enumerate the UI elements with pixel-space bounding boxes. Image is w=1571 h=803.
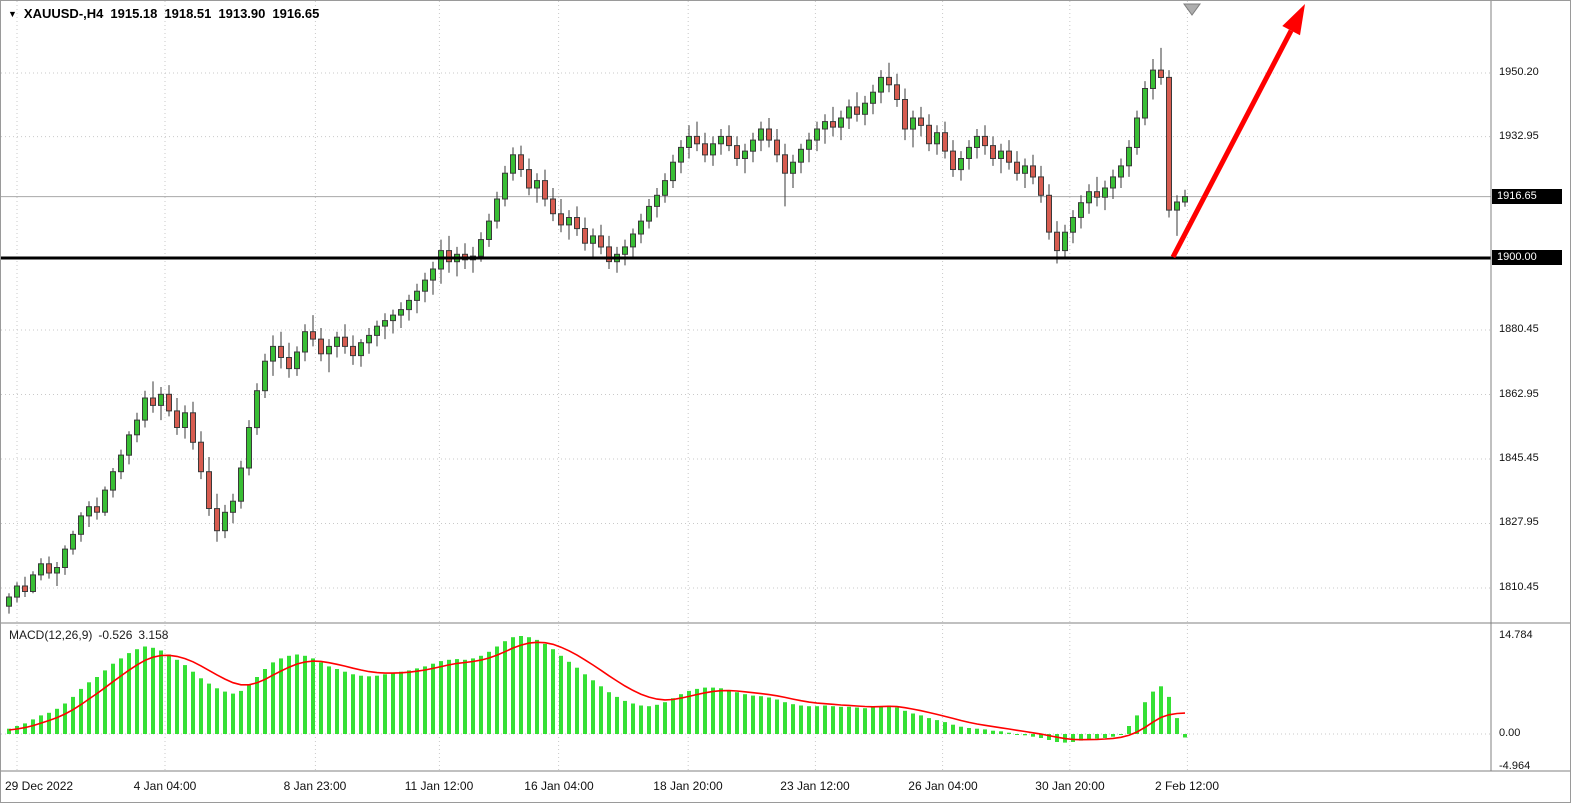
time-axis-label: 11 Jan 12:00	[404, 779, 474, 793]
macd-axis-label: -4.964	[1499, 760, 1531, 772]
time-axis-label: 29 Dec 2022	[5, 779, 74, 793]
price-axis-label: 1880.45	[1499, 323, 1539, 335]
macd-axis-label: 14.784	[1499, 629, 1533, 641]
price-axis-label: 1845.45	[1499, 452, 1539, 464]
ohlc-open: 1915.18	[110, 6, 158, 21]
time-axis-label: 30 Jan 20:00	[1035, 779, 1105, 793]
time-axis-label: 16 Jan 04:00	[524, 779, 594, 793]
macd-signal-value: 3.158	[138, 628, 169, 642]
ohlc-close: 1916.65	[272, 6, 320, 21]
macd-indicator-label: MACD(12,26,9) -0.526 3.158	[9, 628, 168, 642]
macd-axis-label: 0.00	[1499, 727, 1521, 739]
macd-name: MACD(12,26,9)	[9, 628, 93, 642]
level-price-badge: 1900.00	[1492, 250, 1562, 265]
ohlc-low: 1913.90	[218, 6, 266, 21]
price-axis-label: 1827.95	[1499, 516, 1539, 528]
time-axis-label: 18 Jan 20:00	[653, 779, 723, 793]
trend-arrow-head	[1282, 4, 1305, 36]
object-anchor-marker-icon	[1183, 3, 1201, 16]
time-axis-label: 4 Jan 04:00	[133, 779, 197, 793]
price-axis-label: 1950.20	[1499, 66, 1539, 78]
time-axis-label: 26 Jan 04:00	[908, 779, 978, 793]
current-price-badge: 1916.65	[1492, 189, 1562, 204]
price-axis-label: 1932.95	[1499, 130, 1539, 142]
time-axis-label: 8 Jan 23:00	[283, 779, 347, 793]
symbol-timeframe: XAUUSD-,H4	[23, 6, 104, 21]
macd-main-value: -0.526	[98, 628, 133, 642]
collapse-triangle-icon[interactable]: ▼	[8, 9, 17, 19]
time-axis-label: 2 Feb 12:00	[1154, 779, 1220, 793]
ohlc-high: 1918.51	[164, 6, 212, 21]
price-axis-label: 1862.95	[1499, 388, 1539, 400]
price-axis-label: 1810.45	[1499, 581, 1539, 593]
chart-title: ▼ XAUUSD-,H4 1915.18 1918.51 1913.90 191…	[8, 6, 319, 21]
time-axis-label: 23 Jan 12:00	[780, 779, 850, 793]
